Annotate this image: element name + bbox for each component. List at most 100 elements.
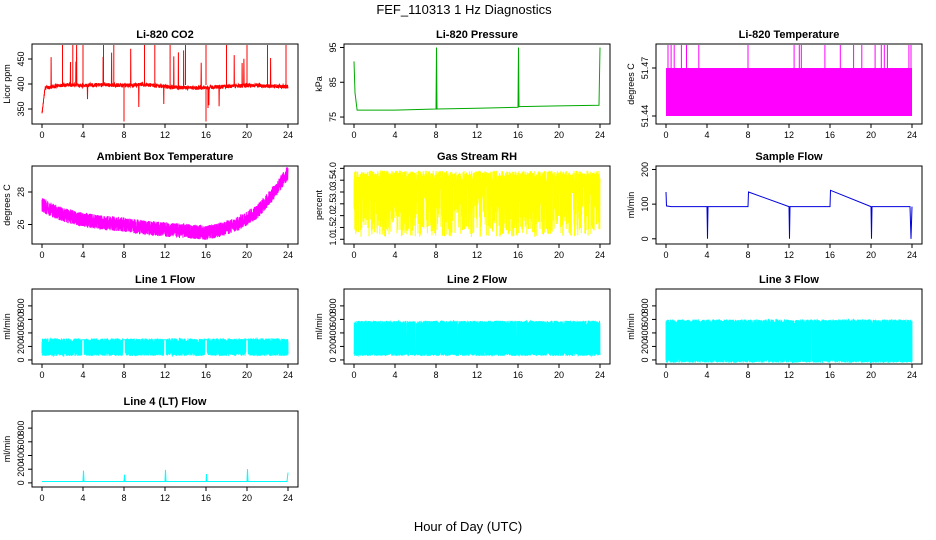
data-series (353, 169, 601, 237)
y-tick-label: 450 (16, 51, 26, 66)
y-tick-label: 200 (640, 339, 650, 354)
y-axis-label: kPa (314, 76, 324, 92)
x-tick-label: 4 (392, 370, 397, 380)
y-tick-label: 400 (16, 76, 26, 91)
panel-title: Line 4 (LT) Flow (124, 396, 207, 408)
x-tick-label: 8 (745, 370, 750, 380)
x-tick-label: 8 (433, 250, 438, 260)
temperature-band (666, 68, 912, 116)
y-axis-label: ml/min (626, 313, 636, 340)
y-axis-label: ml/min (314, 313, 324, 340)
x-tick-label: 24 (283, 370, 293, 380)
x-tick-label: 0 (351, 370, 356, 380)
x-tick-label: 20 (242, 370, 252, 380)
data-series (41, 337, 289, 358)
data-series (667, 45, 912, 68)
plot-area (41, 167, 289, 240)
y-tick-label: 0 (16, 357, 26, 362)
data-series (353, 319, 601, 358)
x-tick-label: 4 (392, 130, 397, 140)
y-tick-label: 0 (16, 480, 26, 485)
data-series (41, 167, 289, 240)
plot-area (353, 319, 601, 358)
y-axis-label: ml/min (2, 313, 12, 340)
panel-title: Sample Flow (755, 151, 823, 163)
x-tick-label: 16 (201, 130, 211, 140)
x-tick-label: 12 (160, 370, 170, 380)
x-tick-label: 12 (160, 250, 170, 260)
x-tick-label: 4 (704, 250, 709, 260)
panel-1: Li-820 Pressure kPa 0 4 8 12 16 20 24 75 85 95 (314, 29, 611, 140)
y-tick-label: 600 (16, 312, 26, 327)
x-tick-label: 24 (283, 130, 293, 140)
x-tick-label: 4 (80, 370, 85, 380)
x-tick-label: 20 (866, 250, 876, 260)
x-tick-label: 20 (554, 250, 564, 260)
plot-area (353, 47, 601, 111)
y-axis-label: ml/min (626, 192, 636, 219)
x-tick-label: 0 (39, 130, 44, 140)
data-series (665, 317, 913, 363)
x-tick-label: 16 (825, 370, 835, 380)
panel-title: Line 1 Flow (135, 274, 195, 286)
y-tick-label: 2.0 (328, 209, 338, 222)
plot-area (353, 169, 601, 237)
y-tick-label: 1.5 (328, 221, 338, 234)
panel-0: Li-820 CO2 Licor ppm 0 4 8 12 16 20 24 350 400 450 (2, 29, 299, 140)
panel-3: Ambient Box Temperature degrees C 0 4 8 12 16 2… (2, 151, 299, 260)
y-axis-label: percent (314, 189, 324, 220)
y-tick-label: 800 (16, 298, 26, 313)
plot-area (665, 317, 913, 363)
x-tick-label: 12 (472, 130, 482, 140)
x-tick-label: 16 (825, 130, 835, 140)
y-tick-label: 200 (640, 162, 650, 177)
x-tick-label: 4 (704, 370, 709, 380)
plot-frame (343, 43, 611, 125)
y-tick-label: 4.0 (328, 162, 338, 175)
y-axis-label: Licor ppm (2, 64, 12, 104)
y-tick-label: 200 (16, 462, 26, 477)
data-series (42, 469, 289, 482)
y-tick-label: 600 (328, 312, 338, 327)
y-tick-label: 100 (640, 197, 650, 212)
x-tick-label: 20 (242, 250, 252, 260)
y-tick-label: 85 (328, 77, 338, 87)
y-tick-label: 95 (328, 42, 338, 52)
y-tick-label: 400 (16, 448, 26, 463)
x-tick-label: 4 (80, 130, 85, 140)
panel-title: Line 2 Flow (447, 274, 507, 286)
panel-6: Line 1 Flow ml/min 0 4 8 12 16 20 24 0 20040060080… (2, 274, 299, 380)
y-tick-label: 200 (328, 339, 338, 354)
x-tick-label: 8 (745, 130, 750, 140)
y-tick-label: 75 (328, 112, 338, 122)
x-tick-label: 0 (663, 370, 668, 380)
x-tick-label: 4 (392, 250, 397, 260)
panel-title: Gas Stream RH (437, 151, 517, 163)
x-tick-label: 20 (242, 493, 252, 503)
y-tick-label: 1.0 (328, 233, 338, 246)
y-tick-label: 200 (16, 339, 26, 354)
x-tick-label: 0 (39, 250, 44, 260)
y-tick-label: 400 (640, 325, 650, 340)
data-series (665, 189, 913, 239)
y-axis-label: ml/min (2, 436, 12, 463)
x-tick-label: 16 (513, 250, 523, 260)
x-tick-label: 8 (433, 130, 438, 140)
data-series (353, 47, 601, 111)
x-tick-label: 12 (784, 370, 794, 380)
y-axis-label: degrees C (2, 184, 12, 226)
y-tick-label: 26 (16, 219, 26, 229)
y-tick-label: 800 (640, 298, 650, 313)
x-tick-label: 8 (121, 130, 126, 140)
x-tick-label: 20 (554, 130, 564, 140)
plot-area (41, 337, 289, 358)
y-tick-label: 800 (16, 421, 26, 436)
plot-area (42, 469, 289, 482)
x-tick-label: 4 (80, 493, 85, 503)
x-tick-label: 16 (201, 493, 211, 503)
x-tick-label: 0 (351, 250, 356, 260)
x-tick-label: 8 (121, 250, 126, 260)
x-tick-label: 20 (866, 130, 876, 140)
y-tick-label: 400 (328, 325, 338, 340)
